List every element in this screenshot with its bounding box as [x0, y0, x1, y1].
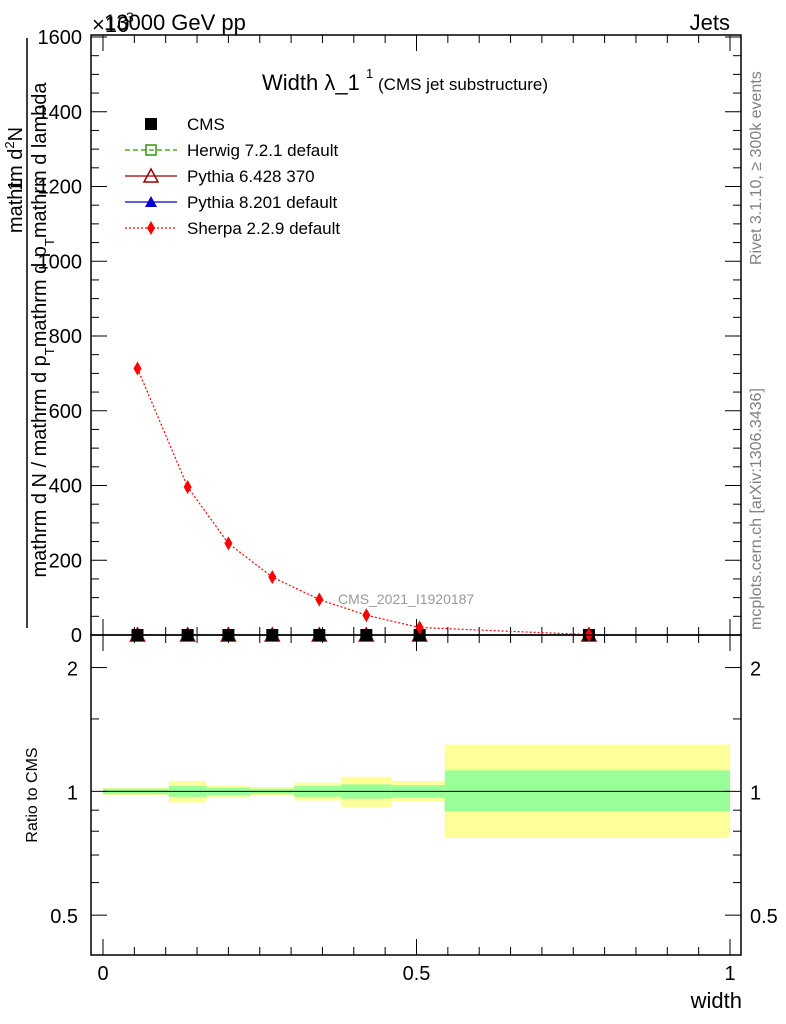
sherpa-line — [136, 368, 589, 636]
legend-marker — [147, 221, 155, 235]
ratio-y-tick-label-right: 2 — [750, 659, 761, 681]
y-label-line1: 1 — [5, 179, 27, 190]
chart-title: Width λ_1 — [262, 70, 360, 95]
y-tick-label: 400 — [49, 476, 82, 498]
y-tick-label: 600 — [49, 401, 82, 423]
y-axis-label: 1 — [5, 179, 27, 190]
legend: CMS Herwig 7.2.1 default Pythia 6.428 370 P… — [125, 115, 340, 238]
ratio-x-ticks: 0 0.5 1 — [97, 635, 736, 985]
legend-marker — [145, 144, 157, 156]
ratio-inner-band — [444, 770, 730, 812]
ratio-y-tick-label-right: 1 — [750, 782, 761, 804]
y-tick-label: 1200 — [38, 177, 83, 199]
legend-label: CMS — [187, 115, 225, 134]
y-tick-label: 1600 — [38, 27, 83, 49]
legend-marker — [145, 118, 157, 130]
header-left: 13000 GeV pp — [104, 10, 246, 35]
y-tick-label: 800 — [49, 326, 82, 348]
main-y-ticks: 0 200 400 600 800 1000 1200 1400 1600 — [38, 27, 741, 647]
x-tick-label: 1 — [724, 963, 735, 985]
ratio-y-tick-label: 2 — [67, 659, 78, 681]
sherpa-point — [133, 361, 142, 376]
y-tick-label: 1000 — [38, 251, 83, 273]
legend-label: Herwig 7.2.1 default — [187, 141, 338, 160]
legend-label: Pythia 8.201 default — [187, 193, 338, 212]
chart-title-sup: 1 — [366, 66, 373, 81]
ratio-y-label: Ratio to CMS — [24, 747, 41, 842]
rivet-label: Rivet 3.1.10, ≥ 300k events — [748, 71, 765, 265]
legend-label: Sherpa 2.2.9 default — [187, 219, 340, 238]
sherpa-point — [315, 592, 324, 607]
analysis-watermark: CMS_2021_I1920187 — [338, 591, 474, 607]
sherpa-point — [415, 620, 424, 635]
ratio-y-tick-label-right: 0.5 — [750, 906, 778, 928]
sherpa-point — [268, 570, 277, 585]
chart-subtitle: (CMS jet substructure) — [378, 75, 548, 94]
legend-marker — [145, 196, 157, 207]
y-tick-label: 0 — [71, 625, 82, 647]
y-tick-label: 1400 — [38, 102, 83, 124]
sherpa-point — [183, 479, 192, 494]
ratio-y-ticks: 0.5 0.5 1 1 2 2 — [50, 659, 778, 929]
y-label-denominator: mathrm d N / mathrm d pTmathrm d pTmathr… — [29, 82, 57, 578]
header-exponent: ×10 — [92, 12, 129, 37]
legend-label: Pythia 6.428 370 — [187, 167, 315, 186]
x-tick-label: 0 — [97, 963, 108, 985]
header-right: Jets — [690, 10, 730, 35]
y-tick-label: 200 — [49, 550, 82, 572]
y-label-numerator: mathrm d2N — [2, 127, 27, 233]
x-axis-label: width — [690, 988, 742, 1013]
header-exponent-power: 3 — [126, 9, 134, 25]
mcplots-label: mcplots.cern.ch [arXiv:1306.3436] — [748, 388, 765, 630]
legend-marker — [142, 167, 160, 183]
x-tick-label: 0.5 — [403, 963, 431, 985]
sherpa-point — [362, 608, 371, 623]
ratio-y-tick-label: 1 — [67, 782, 78, 804]
ratio-y-tick-label: 0.5 — [50, 906, 78, 928]
y-axis-label-fraction: mathrm d2N mathrm d N / mathrm d pTmathr… — [2, 38, 57, 628]
sherpa-point — [224, 536, 233, 551]
